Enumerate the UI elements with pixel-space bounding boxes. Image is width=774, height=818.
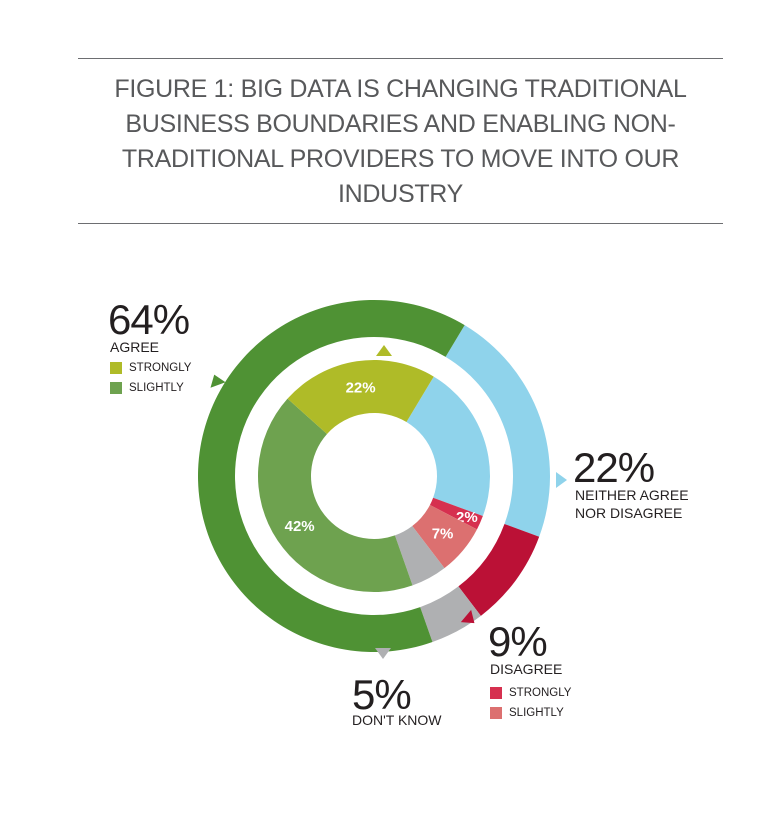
outer-right-pointer	[556, 472, 567, 488]
inner-label-agree-slightly: 42%	[285, 518, 315, 535]
outer-bottom-right-pointer	[460, 609, 475, 624]
inner-slice-disagree-slightly	[412, 504, 477, 569]
inner-slice-agree-strongly	[287, 360, 434, 435]
disagree-caption: DISAGREE	[490, 661, 563, 677]
inner-slice-dont-know	[394, 526, 445, 586]
dont-know-caption: DON'T KNOW	[352, 712, 442, 728]
chart-title: FIGURE 1: BIG DATA IS CHANGING TRADITION…	[114, 75, 687, 208]
inner-slice-neither	[406, 376, 490, 517]
agree-legend-slightly: SLIGHTLY	[110, 381, 184, 395]
neither-percent: 22%	[573, 444, 655, 491]
neither-caption-line1: NEITHER AGREE	[575, 487, 689, 503]
disagree-legend-strongly: STRONGLY	[490, 686, 571, 700]
agree-slightly-label: SLIGHTLY	[129, 382, 184, 394]
inner-top-pointer	[376, 345, 392, 356]
inner-slice-disagree-strongly	[429, 497, 483, 530]
dont-know-percent: 5%	[352, 671, 412, 718]
agree-caption: AGREE	[110, 339, 160, 355]
inner-slice-agree-slightly	[257, 398, 413, 592]
outer-slice-agree-total	[198, 300, 465, 652]
outer-slice-disagree-total	[458, 523, 540, 616]
inner-label-agree-strongly: 22%	[346, 380, 376, 397]
top-rule	[78, 58, 723, 59]
agree-percent: 64%	[108, 296, 190, 343]
outer-slice-dont-know	[420, 586, 481, 643]
agree-strongly-label: STRONGLY	[129, 362, 192, 374]
bottom-rule	[78, 223, 723, 224]
agree-slightly-swatch	[110, 382, 122, 394]
neither-caption-line2: NOR DISAGREE	[575, 505, 683, 521]
disagree-slightly-label: SLIGHTLY	[509, 707, 564, 719]
disagree-percent: 9%	[488, 618, 548, 665]
disagree-strongly-swatch	[490, 687, 502, 699]
disagree-slightly-swatch	[490, 707, 502, 719]
outer-slice-neither	[445, 325, 550, 537]
agree-legend-strongly: STRONGLY	[110, 361, 191, 375]
disagree-strongly-label: STRONGLY	[509, 687, 572, 699]
disagree-legend-slightly: SLIGHTLY	[490, 706, 564, 720]
outer-bottom-pointer	[375, 648, 391, 659]
outer-left-pointer	[210, 374, 226, 388]
inner-label-disagree-slightly: 7%	[432, 526, 454, 543]
agree-strongly-swatch	[110, 362, 122, 374]
